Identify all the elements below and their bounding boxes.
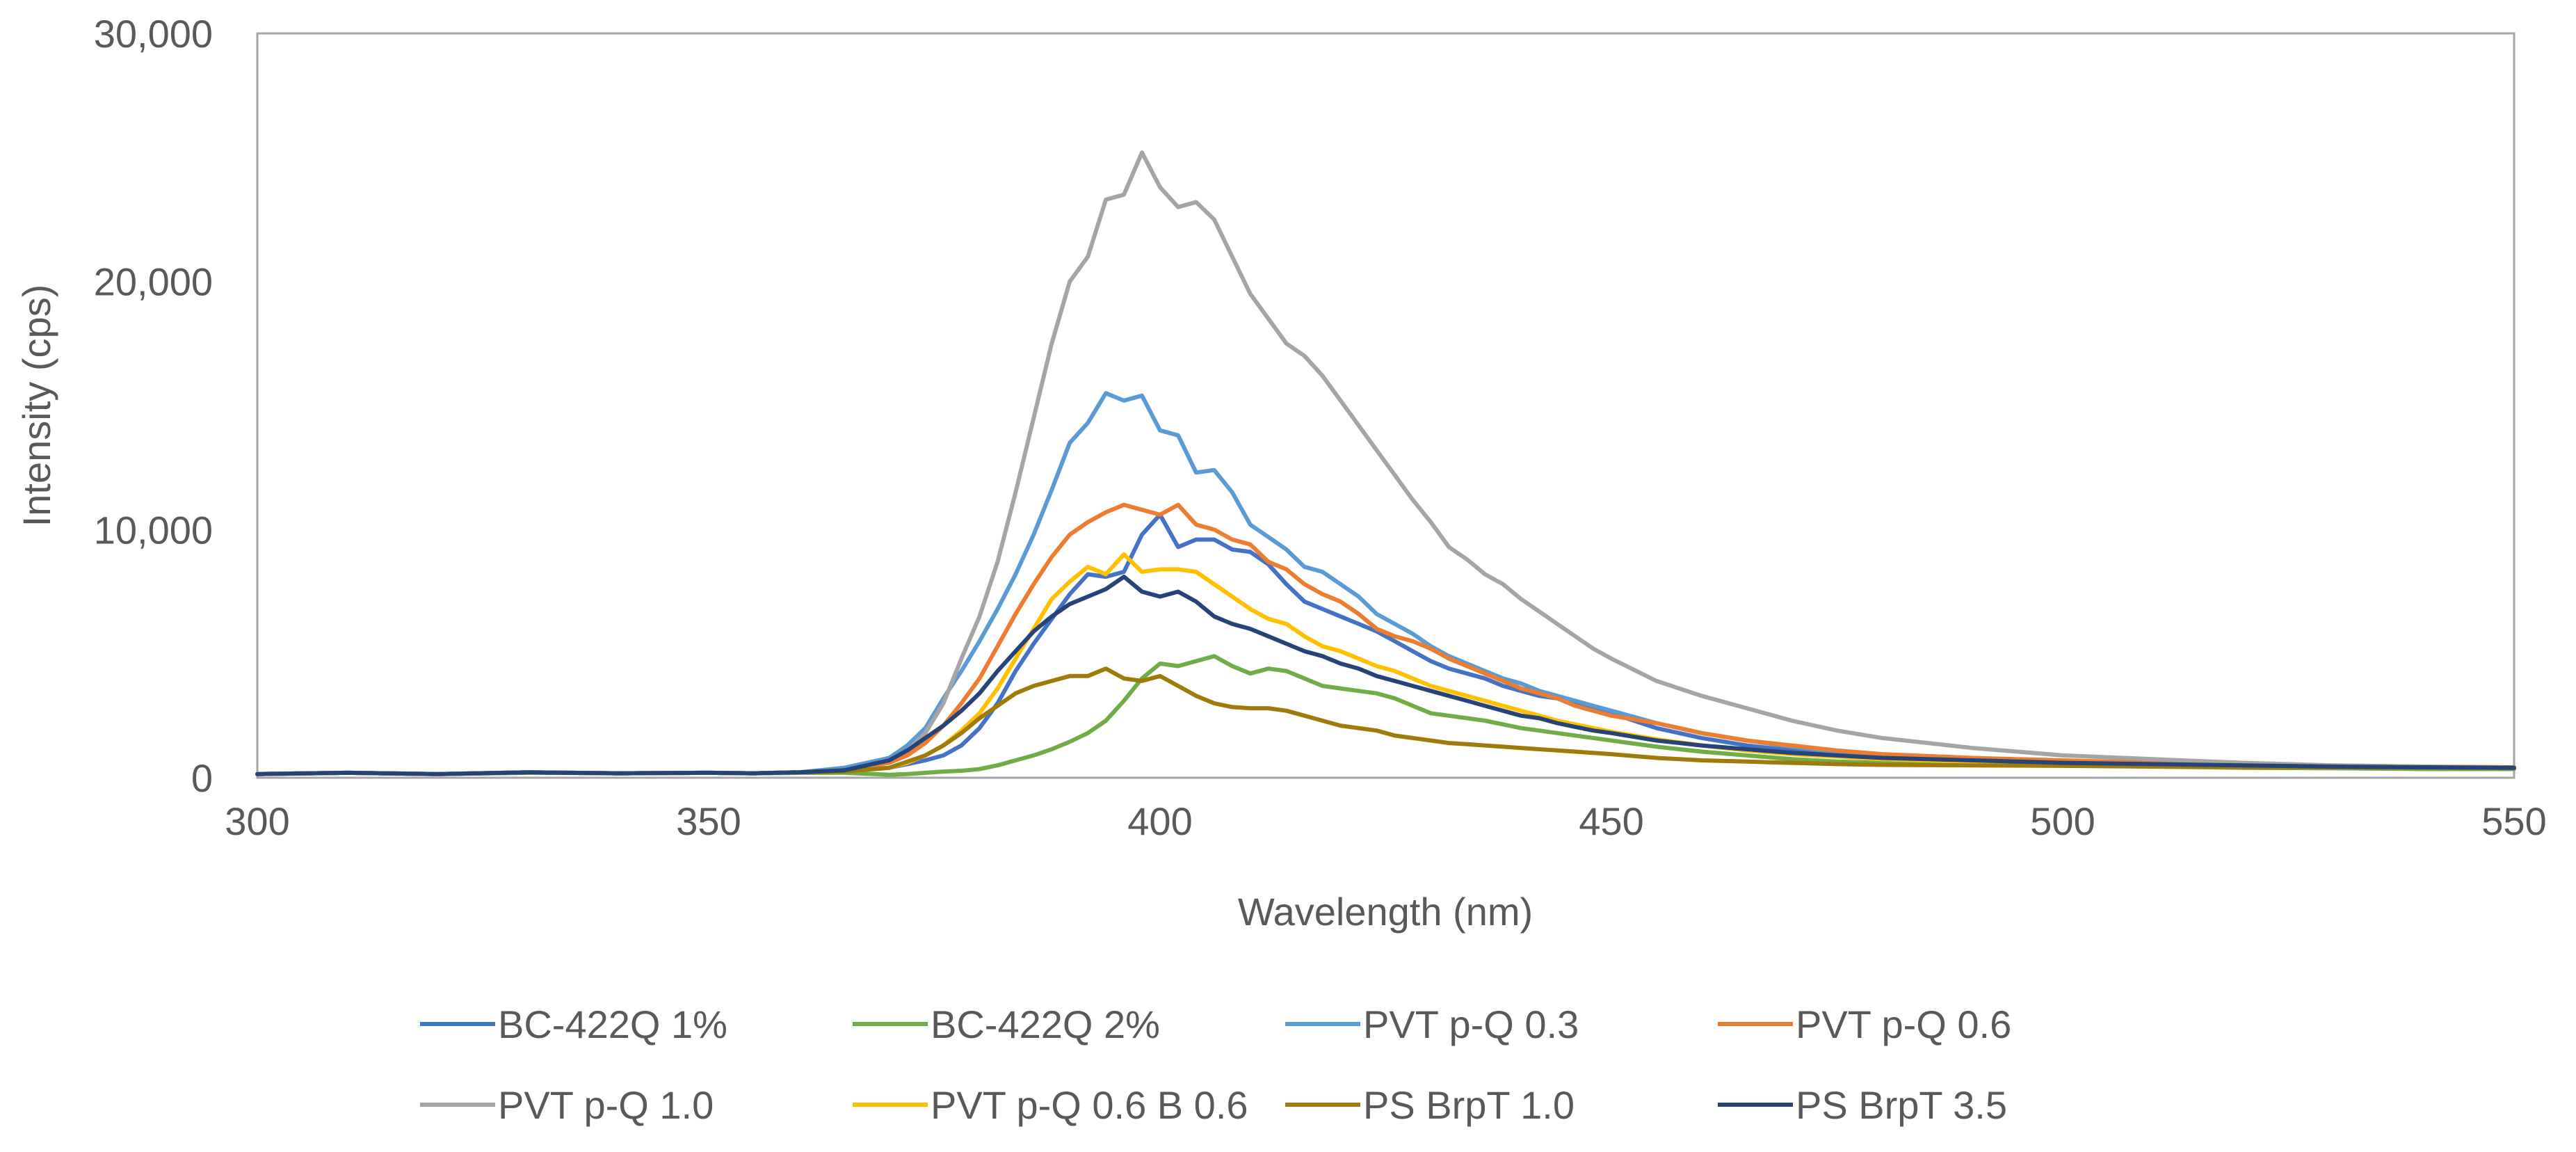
legend-label: BC-422Q 2% bbox=[931, 1002, 1160, 1046]
x-axis-tick-labels: 300 350 400 450 500 550 bbox=[225, 799, 2546, 843]
legend-label: BC-422Q 1% bbox=[498, 1002, 727, 1046]
legend: BC-422Q 1% BC-422Q 2% PVT p-Q 0.3 PVT p-Q 0… bbox=[420, 1002, 2011, 1127]
x-axis-title: Wavelength (nm) bbox=[1238, 890, 1533, 934]
y-tick-label: 20,000 bbox=[94, 260, 213, 304]
y-tick-label: 30,000 bbox=[94, 12, 213, 56]
legend-label: PS BrpT 1.0 bbox=[1363, 1083, 1575, 1127]
series-line-2 bbox=[255, 654, 2516, 777]
x-tick-label: 300 bbox=[225, 799, 289, 843]
x-tick-label: 400 bbox=[1127, 799, 1192, 843]
plot-area-border bbox=[256, 32, 2515, 779]
legend-item: BC-422Q 2% bbox=[853, 1002, 1160, 1046]
series-layer bbox=[255, 150, 2516, 777]
series-line-1 bbox=[255, 512, 2516, 776]
legend-item: BC-422Q 1% bbox=[420, 1002, 727, 1046]
y-axis-title: Intensity (cps) bbox=[15, 285, 58, 527]
x-tick-label: 450 bbox=[1579, 799, 1643, 843]
y-tick-label: 10,000 bbox=[94, 508, 213, 552]
legend-item: PVT p-Q 1.0 bbox=[420, 1083, 714, 1127]
x-tick-label: 550 bbox=[2481, 799, 2546, 843]
series-line-7 bbox=[255, 666, 2516, 776]
legend-label: PVT p-Q 1.0 bbox=[498, 1083, 714, 1127]
legend-item: PVT p-Q 0.3 bbox=[1285, 1002, 1579, 1046]
legend-label: PVT p-Q 0.3 bbox=[1363, 1002, 1579, 1046]
legend-label: PS BrpT 3.5 bbox=[1796, 1083, 2007, 1127]
x-tick-label: 350 bbox=[676, 799, 741, 843]
y-axis-tick-labels: 0 10,000 20,000 30,000 bbox=[94, 12, 213, 800]
series-line-8 bbox=[255, 575, 2516, 776]
series-line-4 bbox=[255, 502, 2516, 776]
legend-item: PVT p-Q 0.6 B 0.6 bbox=[853, 1083, 1248, 1127]
x-tick-label: 500 bbox=[2030, 799, 2095, 843]
y-tick-label: 0 bbox=[191, 756, 213, 800]
legend-label: PVT p-Q 0.6 bbox=[1796, 1002, 2011, 1046]
legend-label: PVT p-Q 0.6 B 0.6 bbox=[931, 1083, 1248, 1127]
legend-item: PVT p-Q 0.6 bbox=[1718, 1002, 2011, 1046]
legend-item: PS BrpT 3.5 bbox=[1718, 1083, 2007, 1127]
legend-item: PS BrpT 1.0 bbox=[1285, 1083, 1575, 1127]
